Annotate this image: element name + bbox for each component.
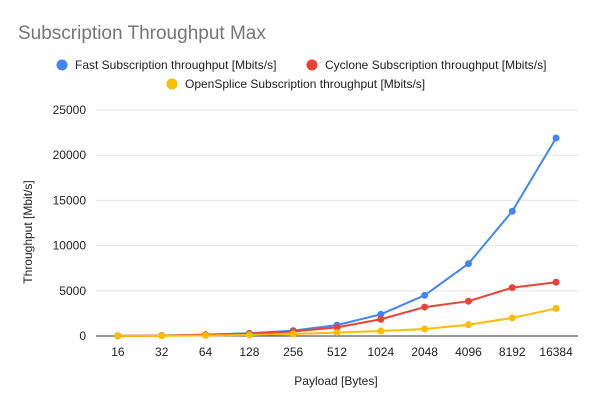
x-tick-label: 2048	[411, 345, 438, 359]
data-point	[377, 327, 385, 335]
data-point	[552, 278, 560, 286]
data-point	[202, 331, 210, 339]
x-tick-label: 128	[239, 345, 259, 359]
data-point	[508, 207, 516, 215]
x-tick-label: 32	[155, 345, 169, 359]
legend-marker	[306, 59, 318, 71]
data-point	[464, 297, 472, 305]
y-tick-label: 0	[79, 329, 86, 343]
y-axis-label: Throughput [Mbit/s]	[21, 180, 35, 283]
data-point	[552, 134, 560, 142]
data-point	[158, 332, 166, 340]
data-point	[421, 291, 429, 299]
data-point	[377, 310, 385, 318]
x-tick-label: 64	[199, 345, 213, 359]
y-tick-label: 15000	[53, 193, 87, 207]
legend-item-2: Cyclone Subscription throughput [Mbits/s…	[306, 58, 546, 72]
legend: Fast Subscription throughput [Mbits/s] Cy…	[56, 58, 546, 91]
x-tick-label: 8192	[499, 345, 526, 359]
gridlines	[96, 109, 578, 292]
x-tick-label: 4096	[455, 345, 482, 359]
data-point	[508, 284, 516, 292]
chart-title: Subscription Throughput Max	[18, 23, 266, 44]
data-point	[245, 331, 253, 339]
data-point	[464, 260, 472, 268]
data-point	[421, 325, 429, 333]
data-point	[464, 321, 472, 329]
x-tick-label: 16	[111, 345, 125, 359]
y-tick-label: 5000	[59, 284, 86, 298]
x-tick-label: 16384	[539, 345, 573, 359]
series-layer	[114, 134, 560, 340]
x-tick-label: 512	[327, 345, 347, 359]
legend-marker	[166, 78, 178, 90]
y-axis-ticks: 0 5000 10000 15000 20000 25000	[53, 103, 87, 343]
legend-marker	[56, 59, 68, 71]
series-3	[114, 304, 560, 340]
data-point	[421, 303, 429, 311]
data-point	[114, 332, 122, 340]
x-axis-ticks: 16 32 64 128 256 512 1024 2048 4096 8192 16384	[111, 345, 573, 359]
data-point	[508, 314, 516, 322]
x-axis-label: Payload [Bytes]	[294, 374, 377, 388]
data-point	[333, 329, 341, 337]
legend-label: Fast Subscription throughput [Mbits/s]	[75, 58, 276, 72]
data-point	[552, 304, 560, 312]
y-tick-label: 25000	[53, 103, 87, 117]
data-point	[289, 330, 297, 338]
data-point	[377, 315, 385, 323]
x-tick-label: 1024	[367, 345, 394, 359]
series-line-1	[117, 137, 557, 337]
legend-label: Cyclone Subscription throughput [Mbits/s…	[325, 58, 546, 72]
y-tick-label: 20000	[53, 148, 87, 162]
y-tick-label: 10000	[53, 239, 87, 253]
data-point	[333, 323, 341, 331]
legend-item-3: OpenSplice Subscription throughput [Mbit…	[166, 77, 425, 91]
legend-label: OpenSplice Subscription throughput [Mbit…	[185, 77, 425, 91]
series-1	[114, 134, 560, 340]
x-tick-label: 256	[283, 345, 303, 359]
legend-item-1: Fast Subscription throughput [Mbits/s]	[56, 58, 276, 72]
